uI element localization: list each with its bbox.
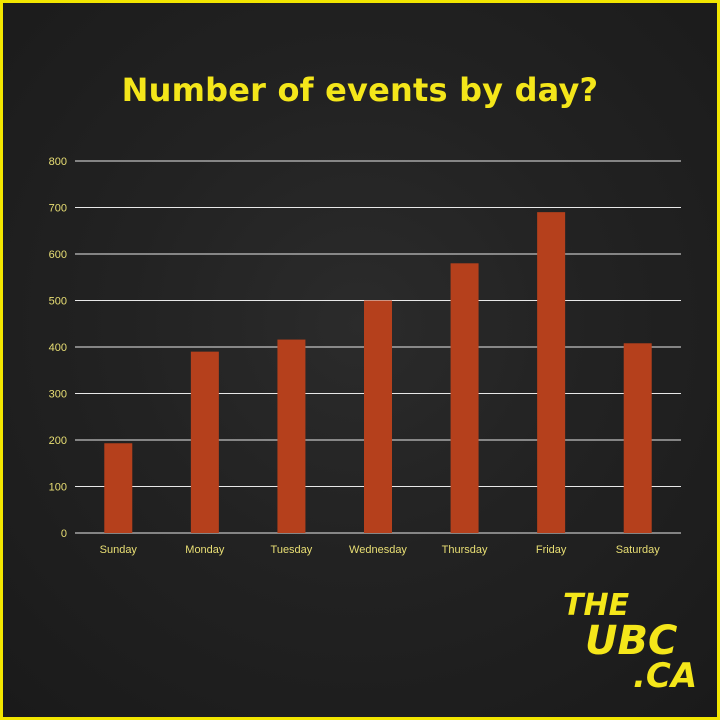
y-tick-label: 200	[49, 435, 67, 447]
x-tick-label-sunday: Sunday	[100, 544, 138, 556]
site-logo: THE UBC .CA	[563, 591, 703, 701]
x-tick-label-thursday: Thursday	[442, 544, 488, 556]
logo-line-ca: .CA	[633, 656, 698, 696]
bar-friday	[537, 212, 566, 533]
logo-line-ubc: UBC	[585, 618, 678, 664]
bar-chart: 0 100 200 300 400 500 600 700 800 Sunday Monday Tu…	[49, 156, 681, 556]
bar-saturday	[623, 343, 652, 533]
bar-thursday	[450, 263, 479, 533]
x-tick-label-monday: Monday	[185, 544, 225, 556]
bars	[104, 212, 652, 533]
bar-monday	[190, 351, 219, 533]
y-tick-label: 100	[49, 482, 67, 494]
logo-line-the: THE	[563, 588, 630, 623]
x-tick-label-friday: Friday	[536, 544, 567, 556]
y-tick-label: 0	[61, 528, 67, 540]
x-axis-labels: Sunday Monday Tuesday Wednesday Thursday Frid…	[100, 544, 661, 556]
y-tick-label: 800	[49, 156, 67, 168]
y-tick-label: 300	[49, 389, 67, 401]
y-axis-ticks: 0 100 200 300 400 500 600 700 800	[49, 156, 67, 540]
y-tick-label: 400	[49, 342, 67, 354]
x-tick-label-saturday: Saturday	[616, 544, 661, 556]
x-tick-label-wednesday: Wednesday	[349, 544, 407, 556]
chart-title: Number of events by day?	[121, 71, 599, 109]
y-tick-label: 600	[49, 249, 67, 261]
bar-sunday	[104, 443, 133, 533]
y-tick-label: 500	[49, 296, 67, 308]
y-tick-label: 700	[49, 203, 67, 215]
bar-wednesday	[364, 300, 392, 533]
x-tick-label-tuesday: Tuesday	[271, 544, 313, 556]
bar-tuesday	[277, 339, 306, 533]
